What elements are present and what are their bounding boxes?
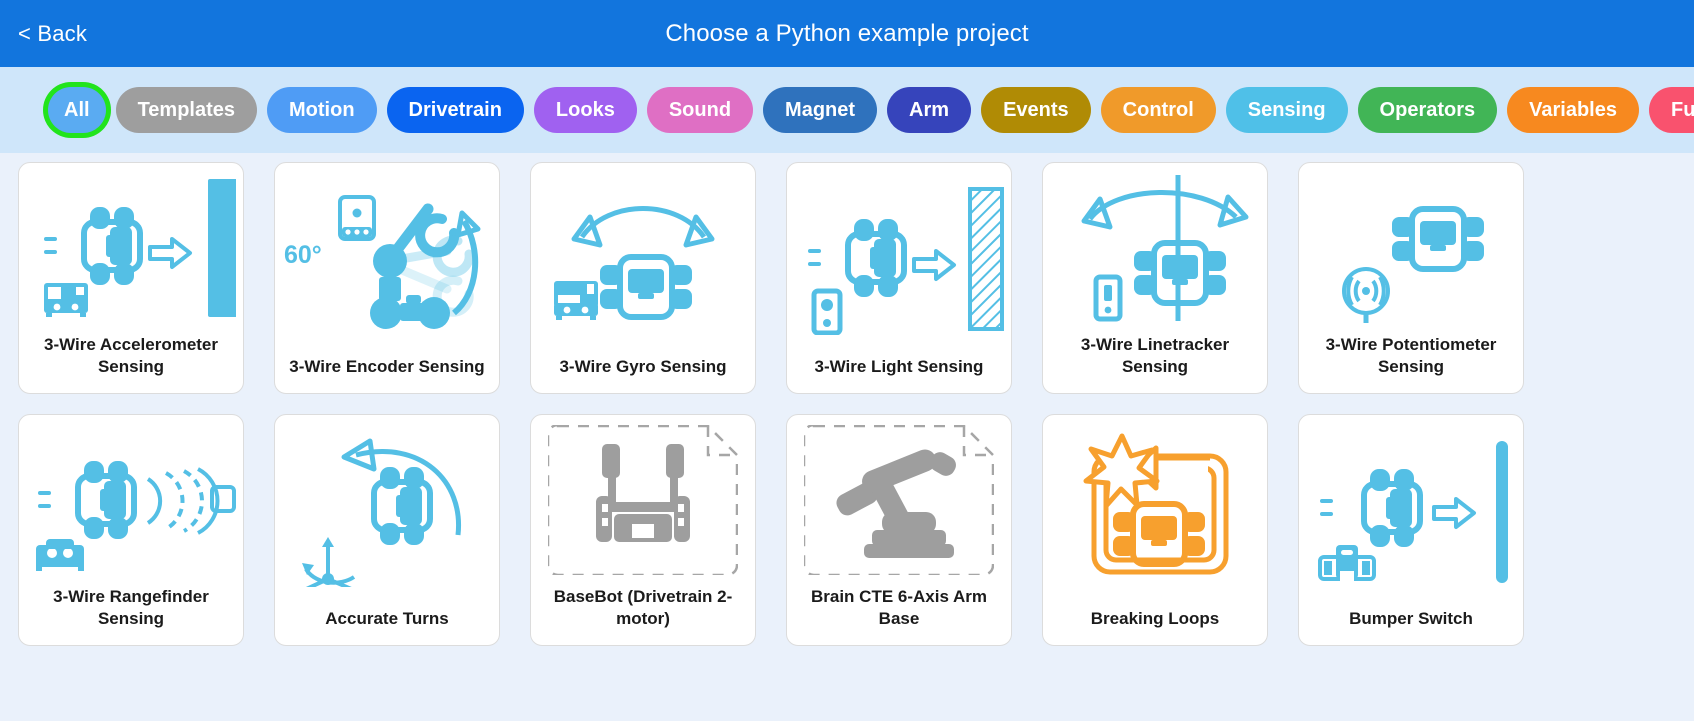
project-card-title: BaseBot (Drivetrain 2-motor) [553,586,733,629]
project-card[interactable]: Breaking Loops [1042,414,1268,646]
back-button[interactable]: < Back [18,20,88,46]
project-card-title: 3-Wire Potentiometer Sensing [1325,334,1497,377]
project-card[interactable]: Brain CTE 6-Axis Arm Base [786,414,1012,646]
project-card[interactable]: 3-Wire Linetracker Sensing [1042,162,1268,394]
project-card[interactable]: Bumper Switch [1298,414,1524,646]
project-card-title: 3-Wire Gyro Sensing [559,357,727,377]
filter-pill-control[interactable]: Control [1100,87,1216,133]
project-card[interactable]: 3-Wire Potentiometer Sensing [1298,162,1524,394]
project-card-title: Bumper Switch [1349,609,1473,629]
robot-light-sensor-icon [787,163,1011,356]
project-card-title: 3-Wire Linetracker Sensing [1080,334,1230,377]
filter-pill-sensing[interactable]: Sensing [1225,87,1348,133]
project-card-title: Brain CTE 6-Axis Arm Base [810,586,988,629]
filter-pill-arm[interactable]: Arm [887,87,972,133]
robot-linetracker-icon [1043,163,1267,334]
filter-pill-looks[interactable]: Looks [533,87,637,133]
filter-pill-operators[interactable]: Operators [1357,87,1498,133]
category-filter-bar: All Templates Motion Drivetrain Looks Sound Ma… [0,67,1694,153]
project-card[interactable]: 3-Wire Gyro Sensing [530,162,756,394]
project-card[interactable]: BaseBot (Drivetrain 2-motor) [530,414,756,646]
filter-pill-variables[interactable]: Variables [1507,87,1639,133]
basebot-template-icon [531,415,755,586]
filter-pill-sound[interactable]: Sound [646,87,754,133]
project-card-title: Accurate Turns [325,609,449,629]
filter-pill-drivetrain[interactable]: Drivetrain [386,87,524,133]
robot-potentiometer-icon [1299,163,1523,334]
project-row: 3-Wire Accelerometer Sensing 60° 3-Wire … [18,162,1676,394]
project-grid: 3-Wire Accelerometer Sensing 60° 3-Wire … [0,153,1694,721]
robot-gyro-icon [531,163,755,356]
robot-accelerometer-icon [19,163,243,334]
project-card-title: 3-Wire Light Sensing [814,357,984,377]
project-card[interactable]: 60° 3-Wire Encoder Sensing [274,162,500,394]
project-card[interactable]: 3-Wire Accelerometer Sensing [18,162,244,394]
page-title: Choose a Python example project [665,19,1029,47]
filter-pill-functions[interactable]: Functions [1648,87,1694,133]
arm-template-icon [787,415,1011,586]
project-row: 3-Wire Rangefinder Sensing Accurate Turn… [18,414,1676,646]
project-card[interactable]: 3-Wire Rangefinder Sensing [18,414,244,646]
project-card-title: 3-Wire Encoder Sensing [289,357,485,377]
filter-pill-all[interactable]: All [48,87,106,133]
app-header: < Back Choose a Python example project [0,0,1694,67]
project-card[interactable]: 3-Wire Light Sensing [786,162,1012,394]
robot-bumper-icon [1299,415,1523,608]
project-card[interactable]: Accurate Turns [274,414,500,646]
arm-encoder-icon: 60° [275,163,499,356]
filter-pill-templates[interactable]: Templates [115,87,258,133]
robot-loop-break-icon [1043,415,1267,608]
svg-text:60°: 60° [284,241,322,269]
project-card-title: Breaking Loops [1090,609,1220,629]
project-card-title: 3-Wire Accelerometer Sensing [43,334,219,377]
robot-turn-icon [275,415,499,608]
filter-pill-motion[interactable]: Motion [267,87,377,133]
filter-pill-magnet[interactable]: Magnet [763,87,878,133]
project-card-title: 3-Wire Rangefinder Sensing [53,586,209,629]
robot-rangefinder-icon [19,415,243,586]
filter-pill-events[interactable]: Events [981,87,1091,133]
